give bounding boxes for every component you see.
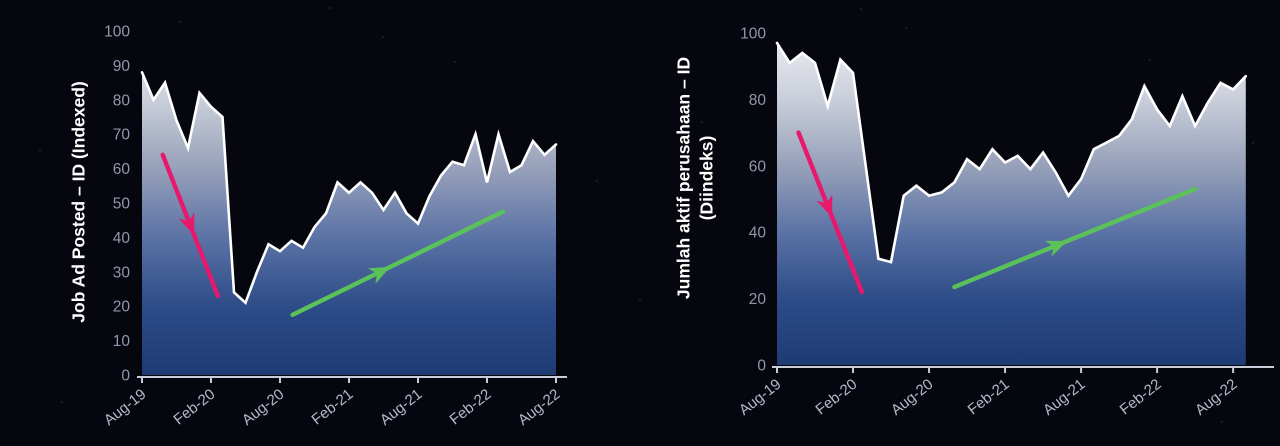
series-line [140, 71, 558, 306]
star-speck [1251, 141, 1255, 145]
area-fill [777, 43, 1246, 365]
y-tick-label: 80 [749, 92, 767, 109]
x-tick-label: Feb-20 [813, 376, 861, 419]
right-chart-y-axis-title-line1: Jumlah aktif perusahaan – ID [673, 56, 694, 300]
y-tick-label: 10 [113, 333, 131, 350]
left-chart-y-axis-title: Job Ad Posted – ID (Indexed) [68, 81, 91, 322]
y-tick-label: 90 [113, 58, 131, 75]
y-tick-label: 20 [749, 291, 767, 308]
star-speck [904, 26, 908, 30]
x-tick-label: Feb-22 [1117, 376, 1165, 419]
star-speck [1220, 420, 1224, 424]
star-speck [381, 35, 385, 39]
y-tick-label: 40 [113, 230, 131, 247]
trend-arrow-up-line [290, 209, 506, 317]
x-tick-label: Aug-22 [515, 386, 564, 429]
star-speck [328, 6, 332, 10]
y-tick-label: 0 [121, 368, 130, 385]
x-tick-label: Feb-20 [171, 386, 219, 429]
series-line [775, 41, 1248, 264]
trend-arrow-down-head [816, 194, 833, 218]
trend-arrow-up-head [1045, 240, 1068, 257]
right-chart-y-axis-title-line2: (Diindeks) [696, 135, 716, 221]
trend-arrow-up-head [367, 266, 391, 284]
trend-arrow-up-line [952, 186, 1198, 290]
y-tick-label: 70 [113, 127, 131, 144]
x-tick-label: Aug-19 [736, 376, 785, 419]
x-tick-label: Aug-20 [239, 386, 288, 429]
y-tick-label: 60 [749, 158, 767, 175]
x-tick-label: Aug-21 [1040, 376, 1089, 419]
star-speck [178, 20, 182, 24]
y-tick-label: 20 [113, 299, 131, 316]
star-speck [453, 60, 457, 64]
star-speck [859, 7, 863, 11]
area-fill [142, 72, 556, 376]
x-tick-label: Feb-21 [965, 376, 1013, 419]
trend-arrow-down-head [178, 212, 195, 236]
y-tick-label: 0 [757, 358, 766, 375]
x-tick-label: Aug-20 [888, 376, 937, 419]
star-speck [638, 298, 642, 302]
star-speck [60, 400, 64, 404]
y-tick-label: 30 [113, 264, 131, 281]
x-tick-label: Feb-22 [447, 386, 495, 429]
right-chart-y-axis-title: Jumlah aktif perusahaan – ID (Diindeks) [672, 57, 718, 299]
y-tick-label: 100 [104, 24, 130, 41]
left-chart: Aug-19 Feb-20 Aug-20 Feb-21 Aug-21 Feb-22 Aug-… [101, 24, 567, 429]
y-tick-label: 60 [113, 161, 131, 178]
star-speck [700, 120, 704, 124]
y-tick-label: 40 [749, 225, 767, 242]
y-tick-label: 80 [113, 92, 131, 109]
star-speck [595, 179, 599, 183]
x-tick-label: Aug-21 [377, 386, 426, 429]
right-chart: Aug-19 Feb-20 Aug-20 Feb-21 Aug-21 Feb-22 Aug-… [736, 26, 1274, 419]
star-speck [38, 148, 42, 152]
y-tick-label: 100 [740, 26, 766, 43]
y-tick-label: 50 [113, 196, 131, 213]
x-tick-label: Feb-21 [309, 386, 357, 429]
left-chart-y-axis-title-text: Job Ad Posted – ID (Indexed) [68, 81, 89, 323]
star-speck [1148, 58, 1152, 62]
x-tick-label: Aug-22 [1192, 376, 1241, 419]
x-tick-label: Aug-19 [101, 386, 150, 429]
